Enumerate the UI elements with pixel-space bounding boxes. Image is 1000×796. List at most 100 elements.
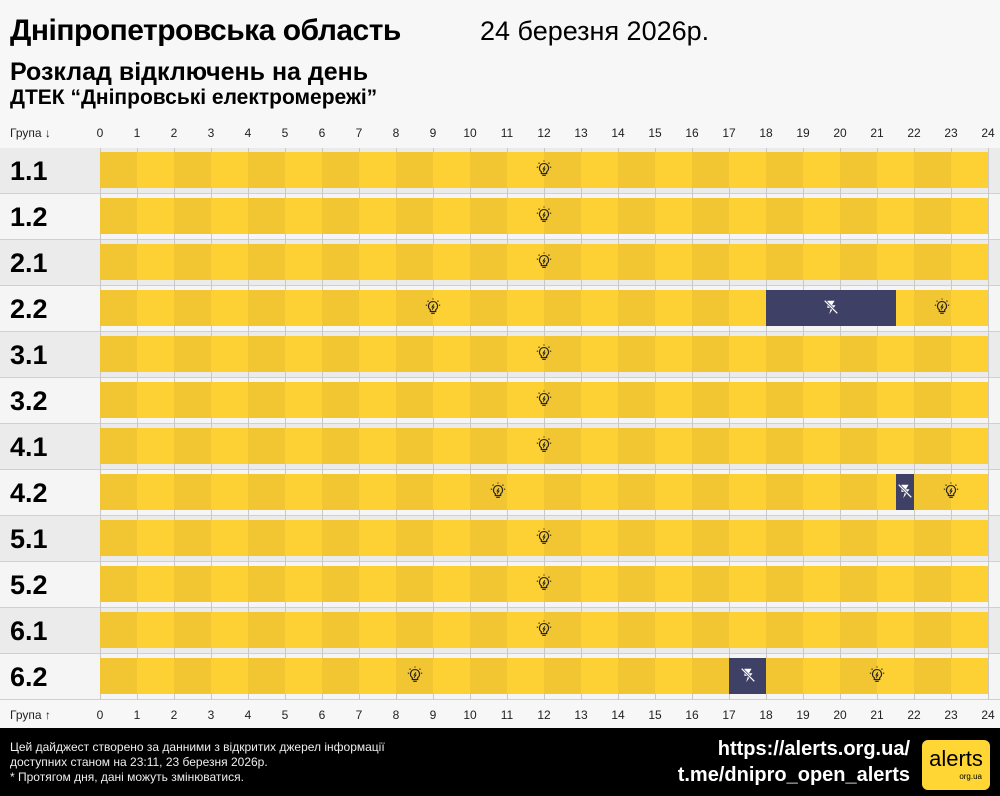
x-tick-label: 19 [796, 708, 810, 722]
power-on-hour [433, 198, 470, 234]
group-label: 1.1 [10, 156, 48, 186]
website-link[interactable]: https://alerts.org.ua/ [717, 738, 910, 760]
group-row: 1.2 [0, 194, 1000, 240]
footer-note: доступних станом на 23:11, 23 березня 20… [10, 755, 268, 769]
power-on-hour [877, 658, 914, 694]
power-on-hour [433, 244, 470, 280]
x-tick-label: 24 [981, 708, 995, 722]
power-on-hour [211, 244, 248, 280]
lightbulb-icon [535, 574, 553, 592]
power-on-hour [359, 290, 396, 326]
power-on-hour [507, 152, 544, 188]
power-on-hour [137, 198, 174, 234]
power-on-hour [692, 612, 729, 648]
power-on-hour [359, 566, 396, 602]
gridline [988, 378, 989, 424]
power-on-hour [729, 520, 766, 556]
power-on-hour [581, 566, 618, 602]
power-on-hour [581, 244, 618, 280]
power-on-hour [359, 336, 396, 372]
group-label: 4.1 [10, 432, 48, 462]
power-on-hour [729, 290, 766, 326]
power-on-hour [544, 382, 581, 418]
power-on-hour [618, 336, 655, 372]
power-on-hour [951, 244, 988, 280]
power-on-hour [729, 382, 766, 418]
power-on-hour [803, 658, 840, 694]
power-on-hour [285, 612, 322, 648]
group-row: 4.2 [0, 470, 1000, 516]
power-on-hour [840, 566, 877, 602]
power-on-hour [951, 612, 988, 648]
power-on-hour [692, 336, 729, 372]
power-on-hour [766, 198, 803, 234]
power-on-hour [470, 198, 507, 234]
power-on-hour [581, 520, 618, 556]
power-on-hour [174, 658, 211, 694]
power-on-hour [211, 520, 248, 556]
x-tick-label: 14 [611, 126, 625, 140]
group-row: 3.1 [0, 332, 1000, 378]
provider: ДТЕК “Дніпровські електромережі” [10, 86, 378, 109]
power-on-hour [285, 658, 322, 694]
power-on-hour [840, 382, 877, 418]
power-on-hour [766, 428, 803, 464]
group-label: 2.2 [10, 294, 48, 324]
power-on-hour [174, 244, 211, 280]
power-on-hour [581, 198, 618, 234]
power-on-hour [470, 290, 507, 326]
power-on-hour [729, 474, 766, 510]
power-on-hour [137, 290, 174, 326]
group-row: 5.1 [0, 516, 1000, 562]
telegram-link[interactable]: t.me/dnipro_open_alerts [677, 764, 910, 786]
x-tick-label: 19 [796, 126, 810, 140]
power-on-hour [174, 566, 211, 602]
group-row: 2.1 [0, 240, 1000, 286]
power-on-hour [248, 520, 285, 556]
power-on-hour [692, 658, 729, 694]
gridline [988, 148, 989, 194]
power-on-hour [396, 152, 433, 188]
x-tick-label: 22 [907, 708, 921, 722]
power-on-hour [655, 244, 692, 280]
power-on-hour [914, 290, 951, 326]
power-on-hour [174, 336, 211, 372]
lightbulb-icon [424, 298, 442, 316]
subtitle: Розклад відключень на день [10, 58, 369, 86]
gridline [988, 194, 989, 240]
power-on-hour [507, 198, 544, 234]
logo-subtext: org.ua [959, 772, 982, 781]
x-tick-label: 0 [96, 708, 104, 722]
x-tick-label: 10 [463, 126, 477, 140]
power-on-hour [248, 152, 285, 188]
x-tick-label: 20 [833, 708, 847, 722]
power-on-hour [248, 336, 285, 372]
logo-text: alerts [929, 746, 983, 771]
group-row: 6.2 [0, 654, 1000, 700]
power-on-hour [507, 244, 544, 280]
power-on-hour [285, 382, 322, 418]
alerts-logo: alerts org.ua [922, 740, 990, 790]
power-on-hour [470, 244, 507, 280]
power-on-hour [359, 198, 396, 234]
no-power-icon [822, 298, 840, 316]
power-on-hour [544, 520, 581, 556]
gridline [988, 424, 989, 470]
power-on-hour [766, 336, 803, 372]
power-on-hour [766, 566, 803, 602]
power-on-hour [766, 382, 803, 418]
power-on-hour [840, 244, 877, 280]
power-on-hour [618, 244, 655, 280]
gridline [988, 286, 989, 332]
gridline [988, 562, 989, 608]
power-on-hour [470, 566, 507, 602]
power-on-hour [100, 290, 137, 326]
group-label: 1.2 [10, 202, 48, 232]
power-on-hour [692, 290, 729, 326]
power-on-hour [433, 566, 470, 602]
power-on-hour [692, 520, 729, 556]
x-tick-label: 5 [281, 126, 289, 140]
power-on-hour [248, 198, 285, 234]
gridline [988, 516, 989, 562]
power-on-hour [100, 612, 137, 648]
